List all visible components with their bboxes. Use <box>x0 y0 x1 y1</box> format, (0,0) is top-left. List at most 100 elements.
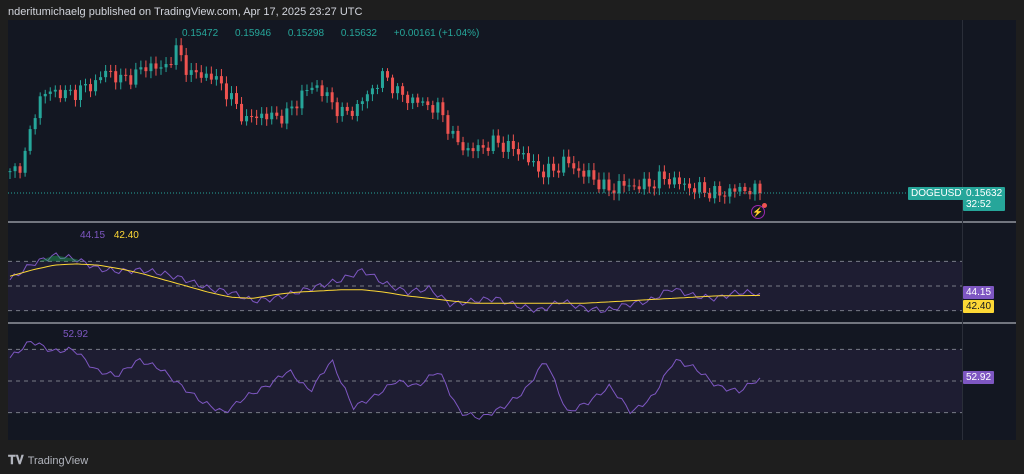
candle-body <box>617 181 621 194</box>
osc-value-tag: 52.92 <box>963 371 995 384</box>
candle-body <box>511 141 515 149</box>
candle-body <box>245 116 249 122</box>
candle-body <box>461 142 465 151</box>
candle-body <box>592 170 596 180</box>
candle-body <box>360 101 364 105</box>
candle-body <box>627 185 631 187</box>
candle-body <box>597 179 601 190</box>
candle-body <box>38 96 42 119</box>
candle-body <box>104 70 108 78</box>
candle-body <box>164 64 168 68</box>
candle-body <box>229 93 233 100</box>
candle-body <box>562 156 566 173</box>
candle-body <box>637 186 641 190</box>
rsi-ma-value-tag: 42.40 <box>963 300 995 313</box>
candle-body <box>335 102 339 117</box>
candle-body <box>189 70 193 75</box>
candle-body <box>516 148 520 155</box>
candle-body <box>738 186 742 192</box>
candle-body <box>531 161 535 163</box>
candle-body <box>426 101 430 106</box>
candle-body <box>577 168 581 171</box>
series-line-rsi-ma <box>9 263 761 304</box>
candle-body <box>572 163 576 169</box>
candle-body <box>416 97 420 103</box>
candle-body <box>708 192 712 199</box>
candle-body <box>370 88 374 95</box>
candle-body <box>486 147 490 152</box>
candle-body <box>667 179 671 185</box>
candle-body <box>94 80 98 92</box>
candle-body <box>295 106 299 109</box>
candle-body <box>13 166 17 172</box>
candle-body <box>154 63 158 69</box>
candle-body <box>134 69 138 85</box>
candle-body <box>124 74 128 76</box>
candle-body <box>240 103 244 122</box>
candle-body <box>396 86 400 94</box>
candle-body <box>521 153 525 155</box>
series-line-osc <box>9 340 761 420</box>
candle-body <box>265 113 269 120</box>
candle-body <box>18 166 22 173</box>
candle-body <box>406 94 410 104</box>
lightning-alert-icon[interactable]: ⚡ <box>751 203 767 219</box>
candle-body <box>219 76 223 84</box>
candle-body <box>537 161 541 172</box>
symbol-tag: DOGEUSDT <box>908 187 971 200</box>
candle-body <box>340 106 344 117</box>
candle-body <box>456 130 460 143</box>
candle-body <box>391 77 395 94</box>
candle-body <box>441 102 445 116</box>
candle-body <box>607 179 611 191</box>
candle-body <box>682 183 686 185</box>
rsi-legend: 44.15 42.40 <box>80 230 139 241</box>
candle-body <box>144 67 148 72</box>
candle-body <box>305 90 309 92</box>
candle-body <box>698 182 702 193</box>
candle-body <box>280 115 284 124</box>
candle-body <box>688 183 692 189</box>
candle-body <box>114 71 118 83</box>
candle-body <box>325 92 329 97</box>
candle-body <box>431 105 435 113</box>
chart-frame[interactable]: 0.15472 0.15946 0.15298 0.15632 +0.00161… <box>8 20 1016 440</box>
ohlc-high: 0.15946 <box>234 28 272 39</box>
ohlc-change: +0.00161 (+1.04%) <box>393 28 480 39</box>
candle-body <box>451 130 455 134</box>
candle-body <box>99 77 103 81</box>
candle-body <box>375 87 379 89</box>
candle-body <box>84 84 88 86</box>
candle-body <box>662 171 666 180</box>
candle-body <box>194 70 198 73</box>
candle-body <box>43 93 47 97</box>
tradingview-logo-icon: 𝐓𝐕 <box>8 453 24 467</box>
candle-body <box>753 183 757 195</box>
candle-body <box>8 171 12 173</box>
chart-canvas[interactable] <box>8 20 1016 440</box>
candle-body <box>345 106 349 111</box>
candle-body <box>78 85 82 101</box>
candle-body <box>642 178 646 190</box>
candle-body <box>728 188 732 197</box>
candle-body <box>290 106 294 109</box>
candle-body <box>255 116 259 119</box>
candle-body <box>159 67 163 69</box>
candle-body <box>567 156 571 164</box>
candle-body <box>380 71 384 88</box>
candle-body <box>547 163 551 178</box>
candle-body <box>743 186 747 192</box>
candle-body <box>703 182 707 193</box>
candle-body <box>602 179 606 190</box>
candle-body <box>179 45 183 56</box>
candle-body <box>713 186 717 199</box>
candle-body <box>204 73 208 78</box>
candle-body <box>250 116 254 118</box>
candle-body <box>526 153 530 163</box>
candle-body <box>270 112 274 120</box>
candle-body <box>481 145 485 148</box>
candle-body <box>119 74 123 83</box>
candle-body <box>672 177 676 185</box>
footer: 𝐓𝐕 TradingView <box>8 453 88 468</box>
candle-body <box>68 89 72 91</box>
